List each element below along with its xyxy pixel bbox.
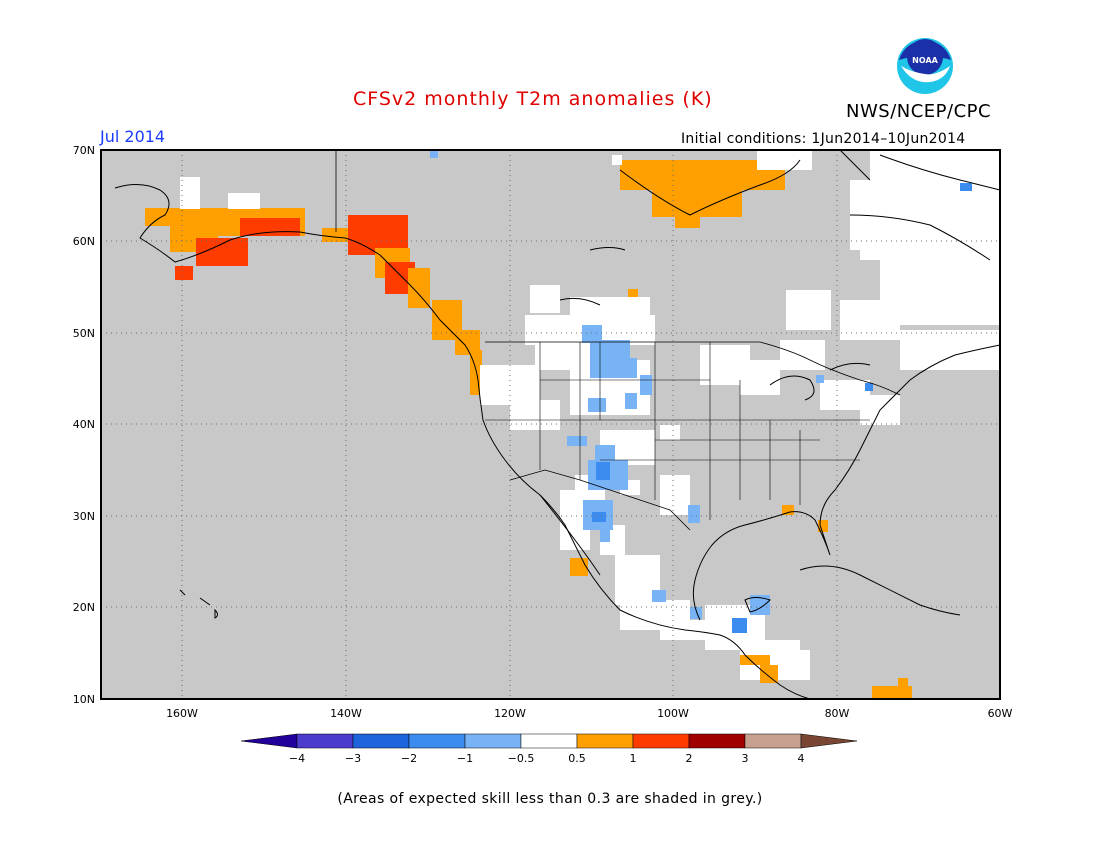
lat-label: 30N — [73, 510, 95, 523]
colorbar-bin — [296, 733, 354, 749]
colorbar-tick-label: −0.5 — [508, 752, 535, 765]
skill-footnote: (Areas of expected skill less than 0.3 a… — [337, 791, 763, 807]
colorbar-bin — [408, 733, 466, 749]
colorbar-bin — [800, 733, 858, 749]
colorbar-bin — [520, 733, 578, 749]
initial-conditions: Initial conditions: 1Jun2014–10Jun2014 — [681, 131, 966, 147]
coastlines — [114, 149, 1001, 700]
colorbar-tick-label: 1 — [630, 752, 637, 765]
noaa-logo-text: NOAA — [912, 56, 938, 65]
colorbar-tick-label: 3 — [742, 752, 749, 765]
colorbar-tick-label: 0.5 — [568, 752, 586, 765]
lat-label: 10N — [73, 693, 95, 706]
lat-label: 70N — [73, 144, 95, 157]
map-frame — [100, 149, 1001, 700]
organization-label: NWS/NCEP/CPC — [846, 101, 992, 122]
colorbar-bin — [576, 733, 634, 749]
lat-label: 40N — [73, 418, 95, 431]
lon-label: 100W — [657, 707, 689, 720]
lon-label: 120W — [494, 707, 526, 720]
colorbar-tick-label: 4 — [798, 752, 805, 765]
colorbar-tick-label: −2 — [401, 752, 417, 765]
lat-label: 20N — [73, 601, 95, 614]
lon-label: 140W — [330, 707, 362, 720]
colorbar-tick-label: −3 — [345, 752, 361, 765]
lat-label: 50N — [73, 327, 95, 340]
colorbar-tick-label: −4 — [289, 752, 305, 765]
colorbar-bin — [632, 733, 690, 749]
political-borders — [335, 150, 901, 531]
map-title: CFSv2 monthly T2m anomalies (K) — [353, 88, 713, 110]
lon-label: 60W — [988, 707, 1013, 720]
colorbar-bin — [688, 733, 746, 749]
forecast-month: Jul 2014 — [100, 127, 166, 146]
colorbar-bin — [240, 733, 298, 749]
lon-label: 80W — [825, 707, 850, 720]
longitude-labels: 160W 140W 120W 100W 80W 60W — [166, 707, 1012, 720]
colorbar-bin — [352, 733, 410, 749]
noaa-logo: NOAA — [897, 38, 953, 94]
colorbar-tick-label: 2 — [686, 752, 693, 765]
latitude-labels: 70N 60N 50N 40N 30N 20N 10N — [73, 144, 95, 706]
lat-label: 60N — [73, 235, 95, 248]
colorbar-tick-label: −1 — [457, 752, 473, 765]
lon-label: 160W — [166, 707, 198, 720]
colorbar-bin — [464, 733, 522, 749]
colorbar: −4 −3 −2 −1 −0.5 0.5 1 2 3 4 — [240, 733, 858, 765]
colorbar-bin — [744, 733, 802, 749]
